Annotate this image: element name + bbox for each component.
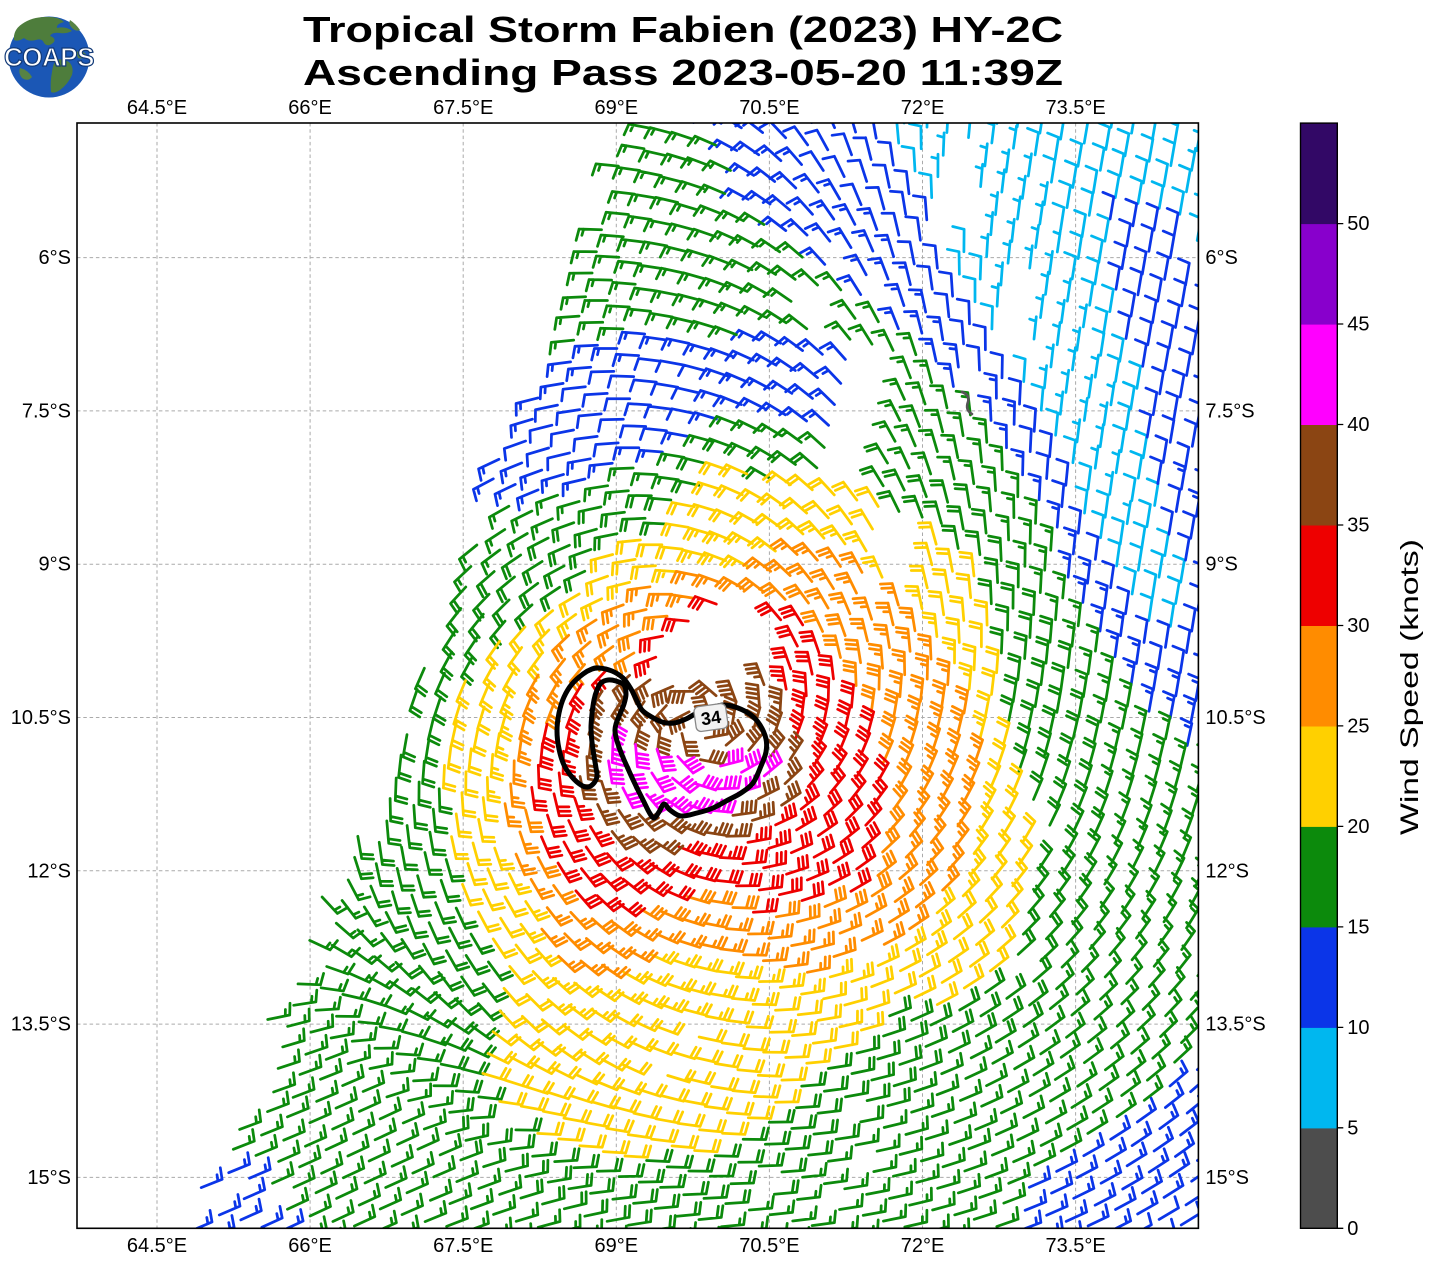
- svg-text:69°E: 69°E: [595, 1235, 639, 1257]
- svg-text:34: 34: [700, 707, 723, 730]
- svg-text:Tropical Storm Fabien (2023) H: Tropical Storm Fabien (2023) HY-2C: [303, 9, 1063, 50]
- svg-text:13.5°S: 13.5°S: [1205, 1014, 1265, 1036]
- svg-text:7.5°S: 7.5°S: [22, 400, 71, 422]
- svg-text:15: 15: [1347, 916, 1369, 938]
- svg-text:30: 30: [1347, 615, 1369, 637]
- svg-text:7.5°S: 7.5°S: [1205, 400, 1254, 422]
- svg-text:64.5°E: 64.5°E: [127, 97, 187, 119]
- svg-text:72°E: 72°E: [901, 1235, 945, 1257]
- svg-text:13.5°S: 13.5°S: [11, 1014, 71, 1036]
- svg-text:6°S: 6°S: [39, 247, 71, 269]
- svg-text:45: 45: [1347, 314, 1369, 336]
- svg-text:72°E: 72°E: [901, 97, 945, 119]
- svg-text:Ascending Pass 2023-05-20 11:3: Ascending Pass 2023-05-20 11:39Z: [303, 52, 1063, 93]
- svg-text:40: 40: [1347, 414, 1369, 436]
- svg-text:10.5°S: 10.5°S: [11, 707, 71, 729]
- svg-text:73.5°E: 73.5°E: [1045, 1235, 1105, 1257]
- svg-text:9°S: 9°S: [1205, 554, 1237, 576]
- svg-text:10.5°S: 10.5°S: [1205, 707, 1265, 729]
- svg-text:20: 20: [1347, 816, 1369, 838]
- svg-text:70.5°E: 70.5°E: [739, 1235, 799, 1257]
- svg-text:66°E: 66°E: [288, 97, 332, 119]
- svg-text:73.5°E: 73.5°E: [1045, 97, 1105, 119]
- svg-text:15°S: 15°S: [27, 1167, 71, 1189]
- svg-text:15°S: 15°S: [1205, 1167, 1249, 1189]
- svg-text:69°E: 69°E: [595, 97, 639, 119]
- svg-text:35: 35: [1347, 515, 1369, 537]
- svg-text:Wind Speed (knots): Wind Speed (knots): [1396, 539, 1424, 835]
- svg-text:5: 5: [1347, 1117, 1358, 1139]
- svg-text:6°S: 6°S: [1205, 247, 1237, 269]
- svg-text:70.5°E: 70.5°E: [739, 97, 799, 119]
- svg-text:50: 50: [1347, 213, 1369, 235]
- svg-text:12°S: 12°S: [27, 860, 71, 882]
- svg-text:10: 10: [1347, 1017, 1369, 1039]
- svg-text:67.5°E: 67.5°E: [433, 1235, 493, 1257]
- svg-text:25: 25: [1347, 715, 1369, 737]
- svg-text:67.5°E: 67.5°E: [433, 97, 493, 119]
- svg-text:64.5°E: 64.5°E: [127, 1235, 187, 1257]
- svg-text:0: 0: [1347, 1218, 1358, 1240]
- svg-text:9°S: 9°S: [39, 554, 71, 576]
- svg-text:COAPS: COAPS: [4, 42, 94, 72]
- svg-text:12°S: 12°S: [1205, 860, 1249, 882]
- svg-text:66°E: 66°E: [288, 1235, 332, 1257]
